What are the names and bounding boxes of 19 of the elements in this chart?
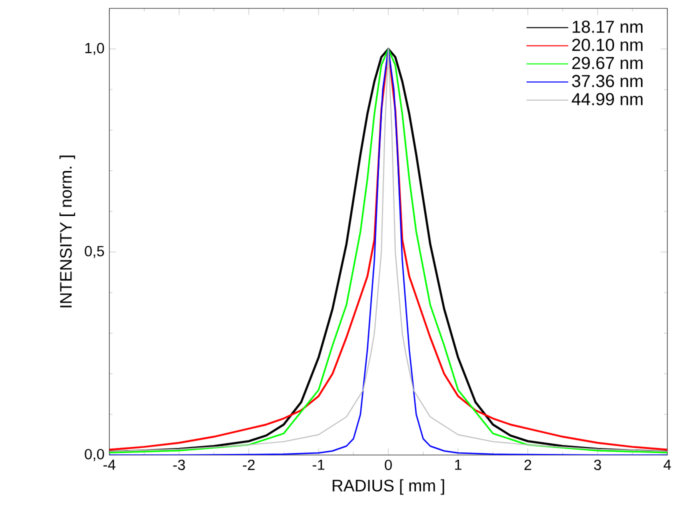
x-tick-label: 4 <box>664 460 671 470</box>
x-tick-label: 2 <box>524 460 532 470</box>
legend-label: 37.36 nm <box>572 74 642 88</box>
x-tick-label: -4 <box>103 460 116 470</box>
x-tick-label: 0 <box>384 460 392 470</box>
legend-label: 18.17 nm <box>572 20 642 33</box>
x-tick-label: 1 <box>455 460 462 470</box>
x-tick-label: -3 <box>173 460 185 470</box>
x-tick-label: -2 <box>242 460 255 470</box>
x-tick-label: -1 <box>312 460 324 470</box>
y-tick-label: 0,0 <box>84 448 104 462</box>
legend-label: 29.67 nm <box>572 56 642 70</box>
y-tick-label: 0,5 <box>84 246 104 258</box>
legend-label: 20.10 nm <box>572 38 642 52</box>
y-tick-label: 1,0 <box>85 42 104 55</box>
legend-label: 44.99 nm <box>572 93 642 106</box>
x-axis-title: RADIUS [ mm ] <box>332 479 444 495</box>
y-axis-title: INTENSITY [ norm. ] <box>60 156 76 308</box>
x-tick-label: 3 <box>594 460 602 470</box>
